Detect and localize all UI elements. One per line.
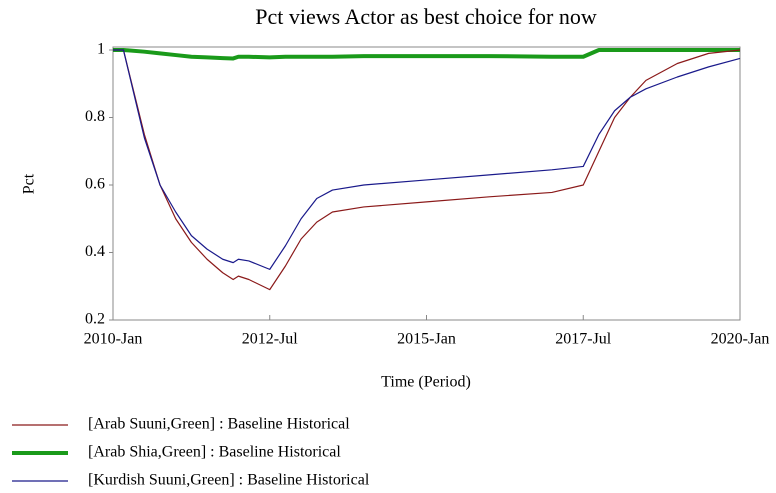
- series-line: [113, 48, 740, 61]
- chart-title: Pct views Actor as best choice for now: [255, 4, 597, 29]
- y-tick-label: 0.6: [85, 176, 105, 193]
- y-tick-label: 0.2: [85, 311, 105, 328]
- x-tick-label: 2010-Jan: [84, 331, 143, 348]
- x-tick-label: 2015-Jan: [397, 331, 456, 348]
- series-line: [113, 49, 741, 291]
- plot-frame: [112, 46, 741, 321]
- legend-label: [Kurdish Suuni,Green] : Baseline Histori…: [88, 472, 370, 489]
- x-tick-label: 2017-Jul: [555, 331, 612, 348]
- y-tick-label: 0.4: [85, 243, 105, 260]
- series-line: [113, 49, 741, 270]
- x-axis-label: Time (Period): [381, 374, 471, 391]
- y-tick-label: 0.8: [85, 108, 105, 125]
- x-tick-label: 2020-Jan: [711, 331, 770, 348]
- legend-label: [Arab Shia,Green] : Baseline Historical: [88, 444, 341, 461]
- x-tick-label: 2012-Jul: [242, 331, 299, 348]
- y-axis-label: Pct: [21, 173, 38, 194]
- y-tick-label: 1: [97, 41, 105, 58]
- legend-label: [Arab Suuni,Green] : Baseline Historical: [88, 416, 350, 433]
